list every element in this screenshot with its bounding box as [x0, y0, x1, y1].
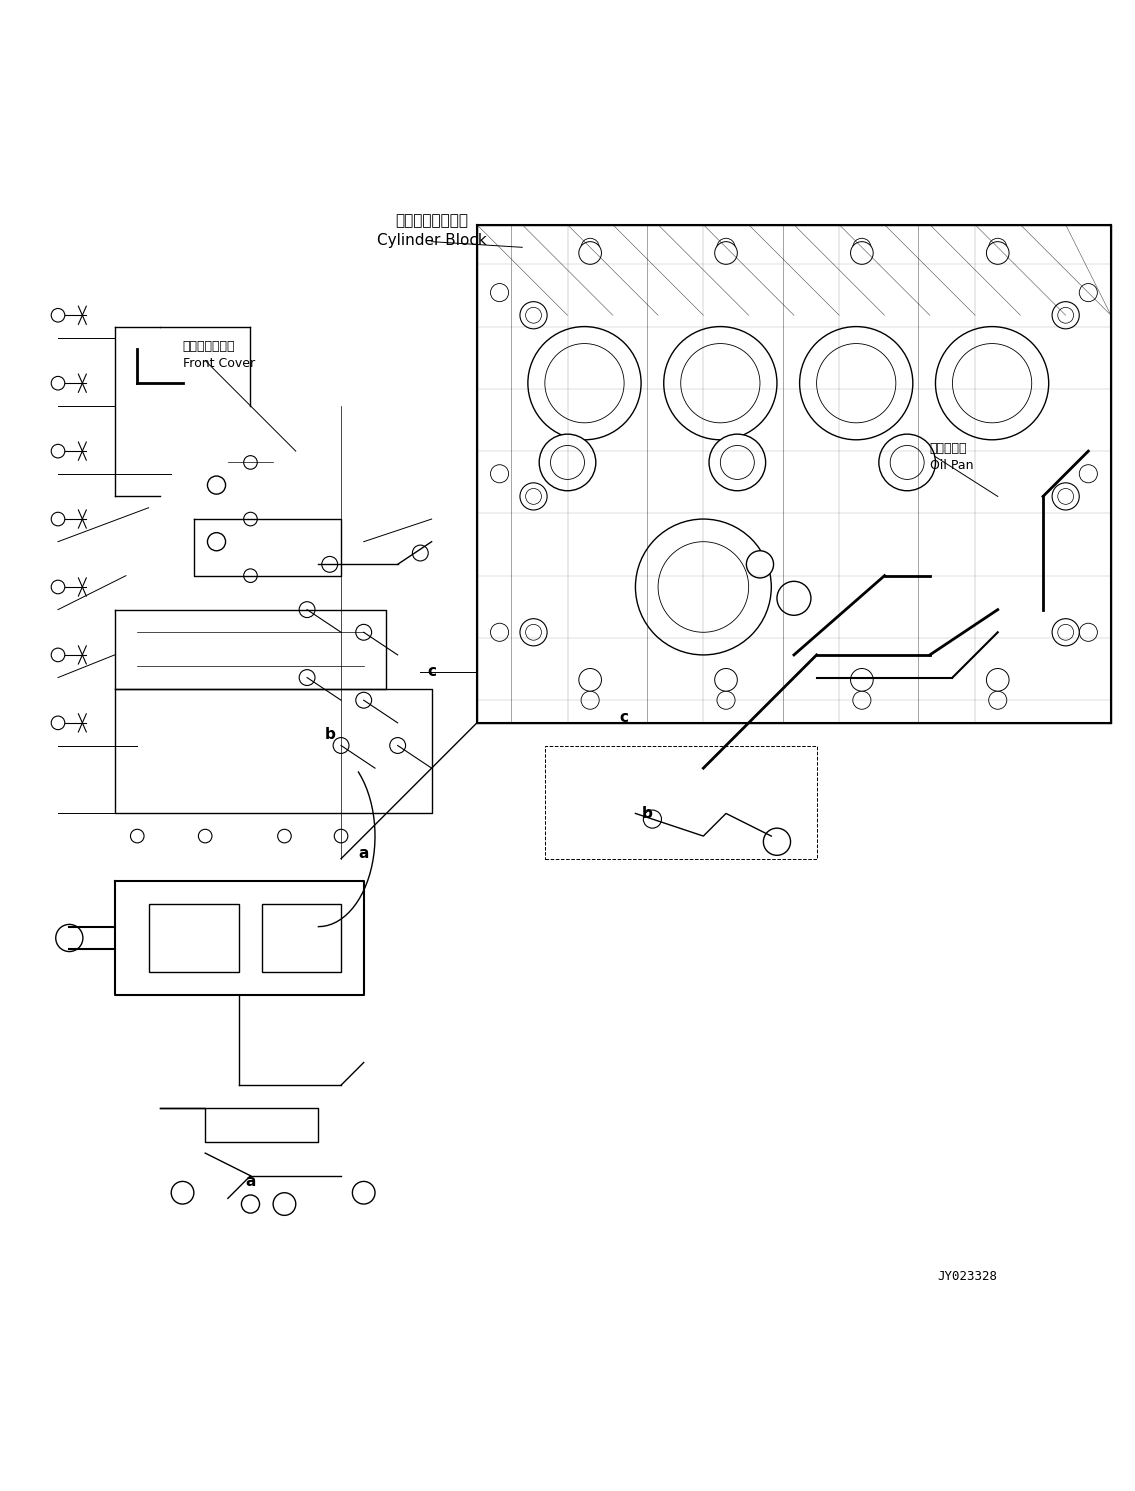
Circle shape [278, 829, 292, 842]
Circle shape [526, 625, 541, 640]
Circle shape [550, 446, 585, 480]
Circle shape [644, 810, 662, 828]
Circle shape [1079, 623, 1098, 641]
Circle shape [890, 446, 924, 480]
Text: a: a [359, 845, 369, 860]
Circle shape [935, 327, 1049, 440]
Circle shape [721, 446, 755, 480]
Text: c: c [620, 710, 629, 725]
Bar [262, 904, 340, 972]
Circle shape [579, 242, 602, 264]
Circle shape [490, 283, 508, 301]
Circle shape [664, 327, 777, 440]
Circle shape [989, 692, 1007, 710]
Circle shape [171, 1181, 194, 1205]
Text: c: c [427, 665, 436, 680]
Circle shape [816, 343, 896, 423]
Circle shape [579, 668, 602, 692]
Circle shape [334, 738, 348, 753]
Circle shape [850, 668, 873, 692]
Circle shape [989, 239, 1007, 256]
Circle shape [709, 434, 766, 491]
Circle shape [539, 434, 596, 491]
Circle shape [1079, 283, 1098, 301]
Circle shape [355, 692, 371, 708]
Circle shape [852, 692, 871, 710]
Circle shape [208, 476, 226, 494]
Circle shape [747, 550, 774, 579]
Text: オイルパン
Oil Pan: オイルパン Oil Pan [930, 441, 974, 471]
Circle shape [244, 570, 258, 583]
Circle shape [51, 649, 65, 662]
Circle shape [242, 1194, 260, 1214]
Bar [149, 904, 239, 972]
Text: JY023328: JY023328 [938, 1270, 998, 1284]
Circle shape [51, 513, 65, 526]
Circle shape [878, 434, 935, 491]
Circle shape [799, 327, 913, 440]
Circle shape [545, 343, 624, 423]
Circle shape [244, 456, 258, 470]
Circle shape [322, 556, 337, 573]
Circle shape [526, 307, 541, 324]
Circle shape [490, 623, 508, 641]
Circle shape [490, 465, 508, 483]
Circle shape [335, 829, 347, 842]
Circle shape [56, 924, 83, 951]
Circle shape [681, 343, 760, 423]
Circle shape [300, 602, 316, 617]
Circle shape [850, 242, 873, 264]
Circle shape [1052, 619, 1079, 646]
Circle shape [244, 513, 258, 526]
Text: フロントカバー
Front Cover: フロントカバー Front Cover [183, 340, 254, 370]
Circle shape [51, 376, 65, 391]
Circle shape [636, 519, 772, 655]
Circle shape [51, 716, 65, 729]
Circle shape [1052, 301, 1079, 330]
Circle shape [526, 489, 541, 504]
Circle shape [199, 829, 212, 842]
Text: シリンダブロック
Cylinder Block: シリンダブロック Cylinder Block [377, 213, 487, 248]
Circle shape [717, 239, 735, 256]
Circle shape [852, 239, 871, 256]
Circle shape [300, 669, 316, 686]
Circle shape [986, 668, 1009, 692]
Circle shape [986, 242, 1009, 264]
Circle shape [131, 829, 144, 842]
Circle shape [581, 239, 599, 256]
Circle shape [717, 692, 735, 710]
Text: b: b [325, 726, 335, 741]
Circle shape [51, 309, 65, 322]
Circle shape [355, 625, 371, 640]
Circle shape [520, 301, 547, 330]
Circle shape [1058, 489, 1074, 504]
Circle shape [1052, 483, 1079, 510]
Circle shape [520, 483, 547, 510]
Circle shape [952, 343, 1032, 423]
Circle shape [389, 738, 405, 753]
Circle shape [658, 541, 749, 632]
Circle shape [412, 546, 428, 561]
Circle shape [1079, 465, 1098, 483]
Circle shape [764, 828, 791, 856]
Circle shape [274, 1193, 296, 1215]
Text: b: b [641, 807, 653, 822]
Circle shape [1058, 625, 1074, 640]
Circle shape [51, 580, 65, 593]
Circle shape [520, 619, 547, 646]
Circle shape [715, 668, 738, 692]
Text: a: a [245, 1173, 255, 1188]
Circle shape [51, 444, 65, 458]
Circle shape [528, 327, 641, 440]
Circle shape [352, 1181, 375, 1205]
Circle shape [777, 581, 810, 616]
Circle shape [208, 532, 226, 550]
Circle shape [715, 242, 738, 264]
Circle shape [581, 692, 599, 710]
Circle shape [1058, 307, 1074, 324]
